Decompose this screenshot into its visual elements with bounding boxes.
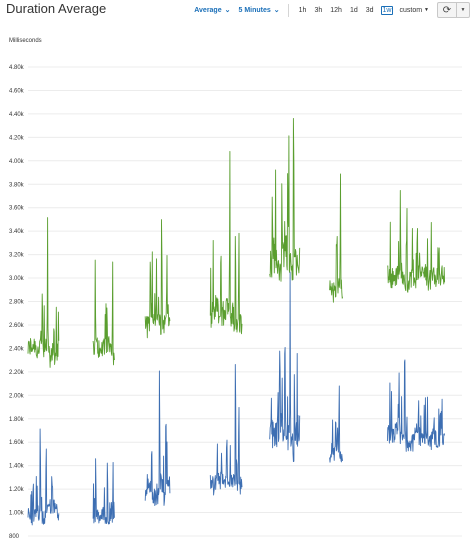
- y-tick-label: 1.60k: [9, 440, 25, 446]
- chart-toolbar: Average ⌄ 5 Minutes ⌄ 1h 3h 12h 1d 3d 1w…: [186, 2, 470, 18]
- y-tick-label: 1.00k: [9, 511, 25, 517]
- series-1-segment-4: [269, 271, 301, 463]
- refresh-icon: ⟳: [442, 4, 452, 16]
- y-tick-label: 4.80k: [9, 65, 25, 71]
- y-tick-label: 3.00k: [9, 276, 25, 282]
- statistic-label: Average: [194, 6, 222, 14]
- series-0-segment-3: [209, 150, 243, 335]
- y-tick-label: 1.80k: [9, 417, 25, 423]
- series-1-segment-0: [27, 428, 60, 526]
- y-tick-label: 2.40k: [9, 346, 25, 352]
- caret-down-icon: ▼: [424, 7, 429, 13]
- range-1d[interactable]: 1d: [349, 6, 358, 14]
- range-3d[interactable]: 3d: [365, 6, 374, 14]
- range-3h[interactable]: 3h: [314, 6, 323, 14]
- y-tick-label: 2.80k: [9, 300, 25, 306]
- range-1w[interactable]: 1w: [380, 5, 394, 15]
- chart-title: Duration Average: [6, 1, 107, 16]
- series-0-segment-4: [269, 117, 301, 282]
- chevron-down-icon: ⌄: [224, 7, 231, 14]
- y-tick-label: 800: [9, 534, 20, 540]
- series-1-segment-1: [92, 458, 115, 525]
- series-lines: [27, 117, 446, 526]
- y-tick-label: 4.20k: [9, 135, 25, 141]
- y-tick-label: 1.20k: [9, 487, 25, 493]
- statistic-dropdown[interactable]: Average ⌄: [194, 6, 231, 15]
- series-1-segment-6: [386, 359, 446, 452]
- y-tick-label: 2.60k: [9, 323, 25, 329]
- custom-label: custom: [399, 6, 423, 14]
- refresh-button[interactable]: ⟳: [438, 3, 457, 17]
- y-tick-label: 1.40k: [9, 464, 25, 470]
- range-12h[interactable]: 12h: [330, 6, 342, 14]
- refresh-button-group: ⟳ ▼: [437, 2, 470, 18]
- caret-down-icon: ▼: [460, 7, 466, 13]
- y-tick-label: 4.40k: [9, 112, 25, 118]
- series-1-segment-2: [144, 370, 171, 507]
- period-label: 5 Minutes: [238, 6, 271, 14]
- range-1h[interactable]: 1h: [298, 6, 307, 14]
- gridlines: [28, 66, 462, 537]
- y-tick-label: 3.80k: [9, 182, 25, 188]
- y-tick-label: 4.00k: [9, 159, 25, 165]
- series-0-segment-6: [387, 190, 446, 293]
- series-0-segment-0: [27, 217, 60, 368]
- y-tick-label: 3.60k: [9, 206, 25, 212]
- series-0-segment-1: [92, 259, 115, 366]
- series-0-segment-2: [144, 219, 171, 339]
- y-axis-ticks: 800 1.00k 1.20k 1.40k 1.60k 1.80k 2.00k 2.20k 2.…: [9, 65, 25, 540]
- toolbar-divider: [287, 3, 289, 17]
- chevron-down-icon: ⌄: [273, 7, 280, 14]
- y-axis-label: Milliseconds: [9, 38, 42, 44]
- series-0-segment-5: [329, 173, 344, 303]
- y-tick-label: 4.60k: [9, 88, 25, 94]
- y-tick-label: 2.00k: [9, 393, 25, 399]
- y-tick-label: 2.20k: [9, 370, 25, 376]
- y-tick-label: 3.40k: [9, 229, 25, 235]
- refresh-options-button[interactable]: ▼: [457, 3, 469, 17]
- series-1-segment-3: [209, 364, 243, 496]
- series-1-segment-5: [329, 385, 344, 463]
- custom-range-dropdown[interactable]: custom ▼: [399, 7, 429, 14]
- y-tick-label: 3.20k: [9, 253, 25, 259]
- period-dropdown[interactable]: 5 Minutes ⌄: [238, 6, 280, 15]
